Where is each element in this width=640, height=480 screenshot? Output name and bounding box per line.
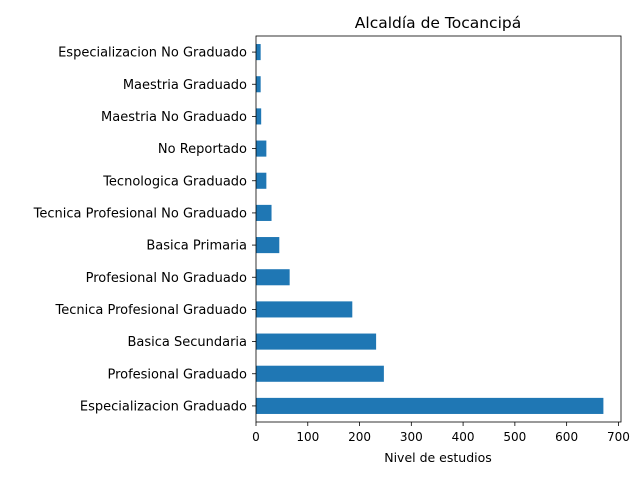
- bar-11: [256, 397, 604, 414]
- bar-5: [256, 204, 272, 221]
- plot-frame: [255, 35, 622, 423]
- category-label-2: Maestria No Graduado: [101, 110, 247, 125]
- category-label-11: Especializacion Graduado: [80, 399, 247, 414]
- bar-7: [256, 269, 290, 286]
- x-tick-label-0: 0: [252, 430, 260, 444]
- category-label-10: Profesional Graduado: [107, 367, 247, 382]
- x-tick-label-2: 200: [348, 430, 371, 444]
- category-label-9: Basica Secundaria: [127, 335, 247, 350]
- x-tick-label-5: 500: [503, 430, 526, 444]
- category-label-8: Tecnica Profesional Graduado: [54, 303, 247, 318]
- category-label-1: Maestria Graduado: [123, 78, 247, 93]
- x-tick-label-4: 400: [452, 430, 475, 444]
- chart-title: Alcaldía de Tocancipá: [355, 14, 521, 32]
- category-label-3: No Reportado: [158, 142, 247, 157]
- category-label-6: Basica Primaria: [146, 239, 247, 254]
- category-labels: Especializacion No Graduado Maestria Grad…: [33, 46, 256, 414]
- x-tick-label-1: 100: [296, 430, 319, 444]
- x-tick-label-6: 600: [555, 430, 578, 444]
- x-tick-label-3: 300: [400, 430, 423, 444]
- bar-3: [256, 140, 267, 157]
- bar-8: [256, 301, 353, 318]
- category-label-7: Profesional No Graduado: [86, 271, 247, 286]
- x-axis-ticks: 0 100 200 300 400 500 600 700: [252, 422, 630, 444]
- bar-1: [256, 76, 261, 93]
- bar-4: [256, 172, 267, 189]
- bar-6: [256, 237, 280, 254]
- bar-2: [256, 108, 262, 125]
- category-label-0: Especializacion No Graduado: [58, 46, 247, 61]
- bars-group: [256, 44, 604, 414]
- axes-frame: [255, 35, 622, 423]
- bar-9: [256, 333, 377, 350]
- x-tick-label-7: 700: [607, 430, 630, 444]
- category-label-5: Tecnica Profesional No Graduado: [33, 206, 247, 221]
- x-axis-title: Nivel de estudios: [384, 450, 492, 465]
- category-label-4: Tecnologica Graduado: [102, 174, 247, 189]
- bar-0: [256, 44, 261, 61]
- bar-10: [256, 365, 384, 382]
